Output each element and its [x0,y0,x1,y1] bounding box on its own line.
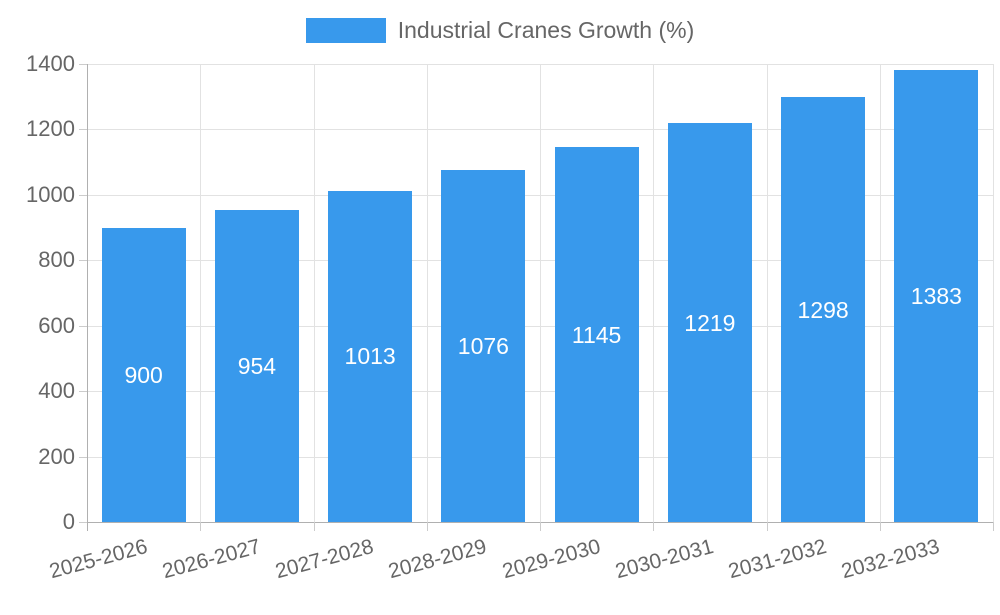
x-tick [766,522,768,531]
y-tick [79,194,87,196]
bar-value-label: 1298 [797,296,849,323]
bar-value-label: 1145 [571,321,622,348]
bar[interactable]: 954 [214,209,299,522]
bar[interactable]: 1076 [441,169,526,522]
x-tick [879,522,881,531]
bar[interactable]: 1145 [554,147,639,522]
bar-value-label: 1383 [910,282,962,309]
y-tick-label: 0 [62,509,75,534]
y-tick-label: 1000 [26,181,75,207]
bar[interactable]: 1298 [781,97,866,522]
x-gridline [766,64,768,522]
chart-legend: Industrial Cranes Growth (%) [0,17,1000,44]
bar[interactable]: 1013 [328,190,413,522]
legend-color-swatch [305,18,386,43]
x-tick [313,522,315,531]
bar-chart-canvas: Industrial Cranes Growth (%) 0 200 400 600 8… [0,17,1000,584]
x-gridline [653,64,655,522]
x-gridline [879,64,881,522]
bar[interactable]: 900 [101,227,186,522]
x-gridline [993,64,994,522]
x-gridline [200,64,202,522]
y-tick-label: 600 [38,312,75,338]
legend-item[interactable]: Industrial Cranes Growth (%) [305,17,695,44]
y-axis-line [87,64,88,522]
bar[interactable]: 1219 [667,123,752,522]
x-gridline [540,64,541,522]
bar-value-label: 1076 [457,332,509,359]
bar-value-label: 1219 [684,309,736,336]
x-tick [993,522,994,531]
y-tick-label: 200 [38,443,75,469]
y-tick [79,129,87,131]
x-tick [200,522,202,531]
x-gridline [426,64,428,522]
y-tick [79,522,87,523]
x-gridline [313,64,315,522]
bar-value-label: 954 [237,352,277,379]
y-tick-label: 1200 [26,116,75,142]
y-tick-label: 400 [38,378,75,404]
y-tick [79,260,87,262]
legend-label: Industrial Cranes Growth (%) [397,17,695,43]
y-tick [79,325,87,327]
y-tick [79,456,87,458]
x-tick [426,522,428,531]
bar-value-label: 900 [124,361,163,388]
y-tick [79,64,87,65]
bar-value-label: 1013 [344,343,396,370]
y-tick [79,391,87,393]
bar[interactable]: 1383 [894,69,979,522]
y-tick-label: 1400 [26,51,75,76]
x-tick [540,522,541,531]
y-tick-label: 800 [38,247,75,273]
x-tick [87,522,88,531]
x-tick [653,522,655,531]
